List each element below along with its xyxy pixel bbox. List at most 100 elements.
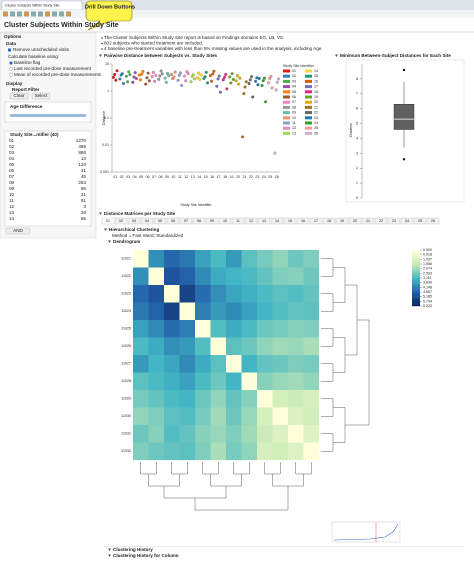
point [195,76,199,80]
radio[interactable] [9,61,13,65]
disclosure[interactable] [108,554,111,558]
range-slider[interactable] [10,114,86,117]
heat-cell [257,320,273,338]
site-tab[interactable] [192,217,206,225]
toolbar-button[interactable] [59,11,64,17]
site-tab[interactable] [166,217,180,225]
site-tab[interactable] [426,217,440,225]
point [118,77,122,81]
point [139,78,142,82]
heat-cell [179,337,196,356]
heat-cell [257,390,273,408]
heat-cell [288,407,304,426]
toolbar-button[interactable] [10,11,15,17]
site-tab[interactable] [387,217,401,225]
site-tab[interactable] [179,217,193,225]
colorbar-label: 0.000 [423,248,432,252]
callout-text: Drill Down Buttons [85,4,135,10]
site-tab[interactable] [283,217,297,225]
toolbar-button[interactable] [52,11,57,17]
x-tick-label: 26 [275,175,279,179]
heat-cell [257,425,273,443]
heat-cell [226,250,242,268]
heat-cell [303,390,320,408]
filter-title: Age Difference [10,104,43,109]
heat-cell [133,425,149,443]
heat-cell [272,250,289,268]
site-tab[interactable] [114,217,128,225]
site-tab[interactable] [322,217,336,225]
colorbar-step [412,286,420,288]
colorbar-step [412,304,420,307]
site-tab[interactable] [374,217,388,225]
toolbar-button[interactable] [38,11,43,17]
y-tick-label: 5 [356,122,358,126]
site-tab[interactable] [231,217,245,225]
point [260,84,264,87]
site-tab[interactable] [205,217,219,225]
heat-cell [257,250,273,268]
point [145,76,149,80]
toolbar-button[interactable] [45,11,50,17]
site-tab-label: 15 [288,219,292,223]
point [210,79,214,83]
toolbar-button[interactable] [24,11,29,17]
toolbar-button[interactable] [31,11,36,17]
colorbar-label: 5.704 [423,299,432,303]
heat-cell [272,407,289,426]
disclosure[interactable] [335,54,338,58]
heat-cell [303,320,320,338]
toolbar-button[interactable] [17,11,22,17]
heat-cell [226,442,242,461]
colorbar-step [412,250,420,252]
button[interactable] [5,227,31,235]
site-tab[interactable] [335,217,349,225]
toolbar-button[interactable] [66,11,71,17]
button[interactable] [9,92,29,100]
disclosure[interactable] [108,548,111,552]
site-tab[interactable] [218,217,232,225]
button[interactable] [31,92,51,100]
site-count: 91 [81,198,87,203]
checkbox[interactable] [8,48,11,52]
heat-cell [179,442,196,461]
site-tab[interactable] [361,217,375,225]
site-tab[interactable] [296,217,310,225]
site-tab[interactable] [101,217,115,225]
note: 802 subjects who started treatment are i… [104,41,203,46]
point [237,82,241,86]
site-tab[interactable] [270,217,284,225]
point [267,81,270,85]
site-count: 55 [81,216,87,221]
heat-cell [241,250,258,268]
site-tab[interactable] [153,217,167,225]
row-label: 11028 [121,379,131,383]
site-tab[interactable] [400,217,414,225]
point [225,87,229,91]
site-tab[interactable] [257,217,271,225]
legend-swatch [305,90,312,94]
site-tab[interactable] [309,217,323,225]
toolbar-button[interactable] [3,11,8,17]
disclosure[interactable] [104,228,107,232]
disclosure[interactable] [99,54,102,58]
heat-cell [133,337,149,356]
site-tab[interactable] [140,217,154,225]
heat-cell [241,320,258,338]
radio[interactable] [9,67,13,71]
radio[interactable] [9,73,13,77]
site-tab[interactable] [413,217,427,225]
site-tab[interactable] [348,217,362,225]
site-tab[interactable] [244,217,258,225]
x-tick-label: 23 [255,175,259,179]
disclosure[interactable] [108,240,111,244]
colorbar-step [412,299,420,301]
heat-cell [179,372,196,391]
site-tab[interactable] [127,217,141,225]
section-header: Dendrogram [113,239,140,244]
point [180,84,184,87]
disclosure[interactable] [99,212,102,216]
point [132,75,136,79]
section-header: Clustering History [113,547,153,552]
colorbar-label: 5.185 [423,295,432,299]
